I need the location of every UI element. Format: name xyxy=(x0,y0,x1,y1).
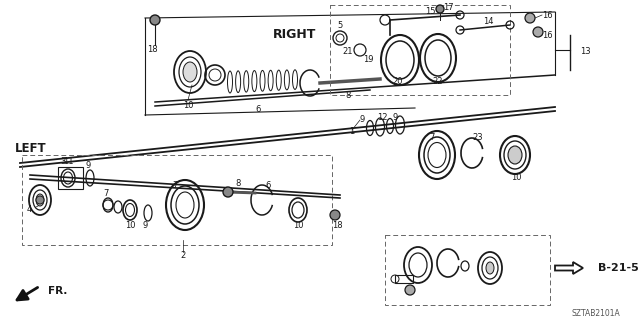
Bar xyxy=(22,155,332,245)
Bar xyxy=(58,167,83,189)
Text: 14: 14 xyxy=(483,18,493,27)
Circle shape xyxy=(150,15,160,25)
Text: 9: 9 xyxy=(360,116,365,124)
Text: 11: 11 xyxy=(63,157,73,166)
Text: 21: 21 xyxy=(343,47,353,57)
Text: 9: 9 xyxy=(85,161,91,170)
Text: LEFT: LEFT xyxy=(15,141,47,155)
Ellipse shape xyxy=(508,146,522,164)
Text: 19: 19 xyxy=(363,55,373,65)
Ellipse shape xyxy=(183,62,197,82)
Text: 8: 8 xyxy=(236,179,241,188)
Text: 2: 2 xyxy=(180,251,186,260)
Text: 15: 15 xyxy=(425,7,435,17)
Bar xyxy=(330,5,510,95)
Circle shape xyxy=(405,285,415,295)
Text: 18: 18 xyxy=(332,221,342,230)
Text: 9: 9 xyxy=(142,220,148,229)
Circle shape xyxy=(533,27,543,37)
Ellipse shape xyxy=(486,262,494,274)
Circle shape xyxy=(223,187,233,197)
Text: 5: 5 xyxy=(337,20,342,29)
Text: B-21-5: B-21-5 xyxy=(598,263,639,273)
Text: 1: 1 xyxy=(349,127,355,137)
Text: 17: 17 xyxy=(443,3,454,12)
Text: 10: 10 xyxy=(292,220,303,229)
Text: 23: 23 xyxy=(473,133,483,142)
Text: 20: 20 xyxy=(393,77,403,86)
Text: 10: 10 xyxy=(511,173,521,182)
Text: 18: 18 xyxy=(147,45,157,54)
Circle shape xyxy=(330,210,340,220)
Text: 8: 8 xyxy=(346,91,351,100)
Circle shape xyxy=(36,196,44,204)
Text: 4: 4 xyxy=(27,205,32,214)
Text: 3: 3 xyxy=(60,157,66,166)
Text: 22: 22 xyxy=(433,77,444,86)
Circle shape xyxy=(436,5,444,13)
Text: RIGHT: RIGHT xyxy=(273,28,317,42)
Text: 12: 12 xyxy=(377,113,387,122)
Circle shape xyxy=(525,13,535,23)
Text: 9: 9 xyxy=(392,114,397,123)
Text: 13: 13 xyxy=(580,47,591,57)
Text: 16: 16 xyxy=(542,11,552,20)
Text: FR.: FR. xyxy=(48,286,67,296)
Text: 7: 7 xyxy=(103,189,109,198)
Text: 7: 7 xyxy=(429,133,435,142)
Text: 6: 6 xyxy=(266,181,271,190)
Text: 16: 16 xyxy=(542,30,552,39)
Bar xyxy=(395,275,413,283)
Text: 10: 10 xyxy=(183,100,193,109)
Text: 7: 7 xyxy=(172,180,178,189)
Text: SZTAB2101A: SZTAB2101A xyxy=(572,308,620,317)
Text: 10: 10 xyxy=(125,220,135,229)
Ellipse shape xyxy=(36,194,44,206)
Text: 6: 6 xyxy=(255,106,260,115)
Bar xyxy=(385,235,550,305)
